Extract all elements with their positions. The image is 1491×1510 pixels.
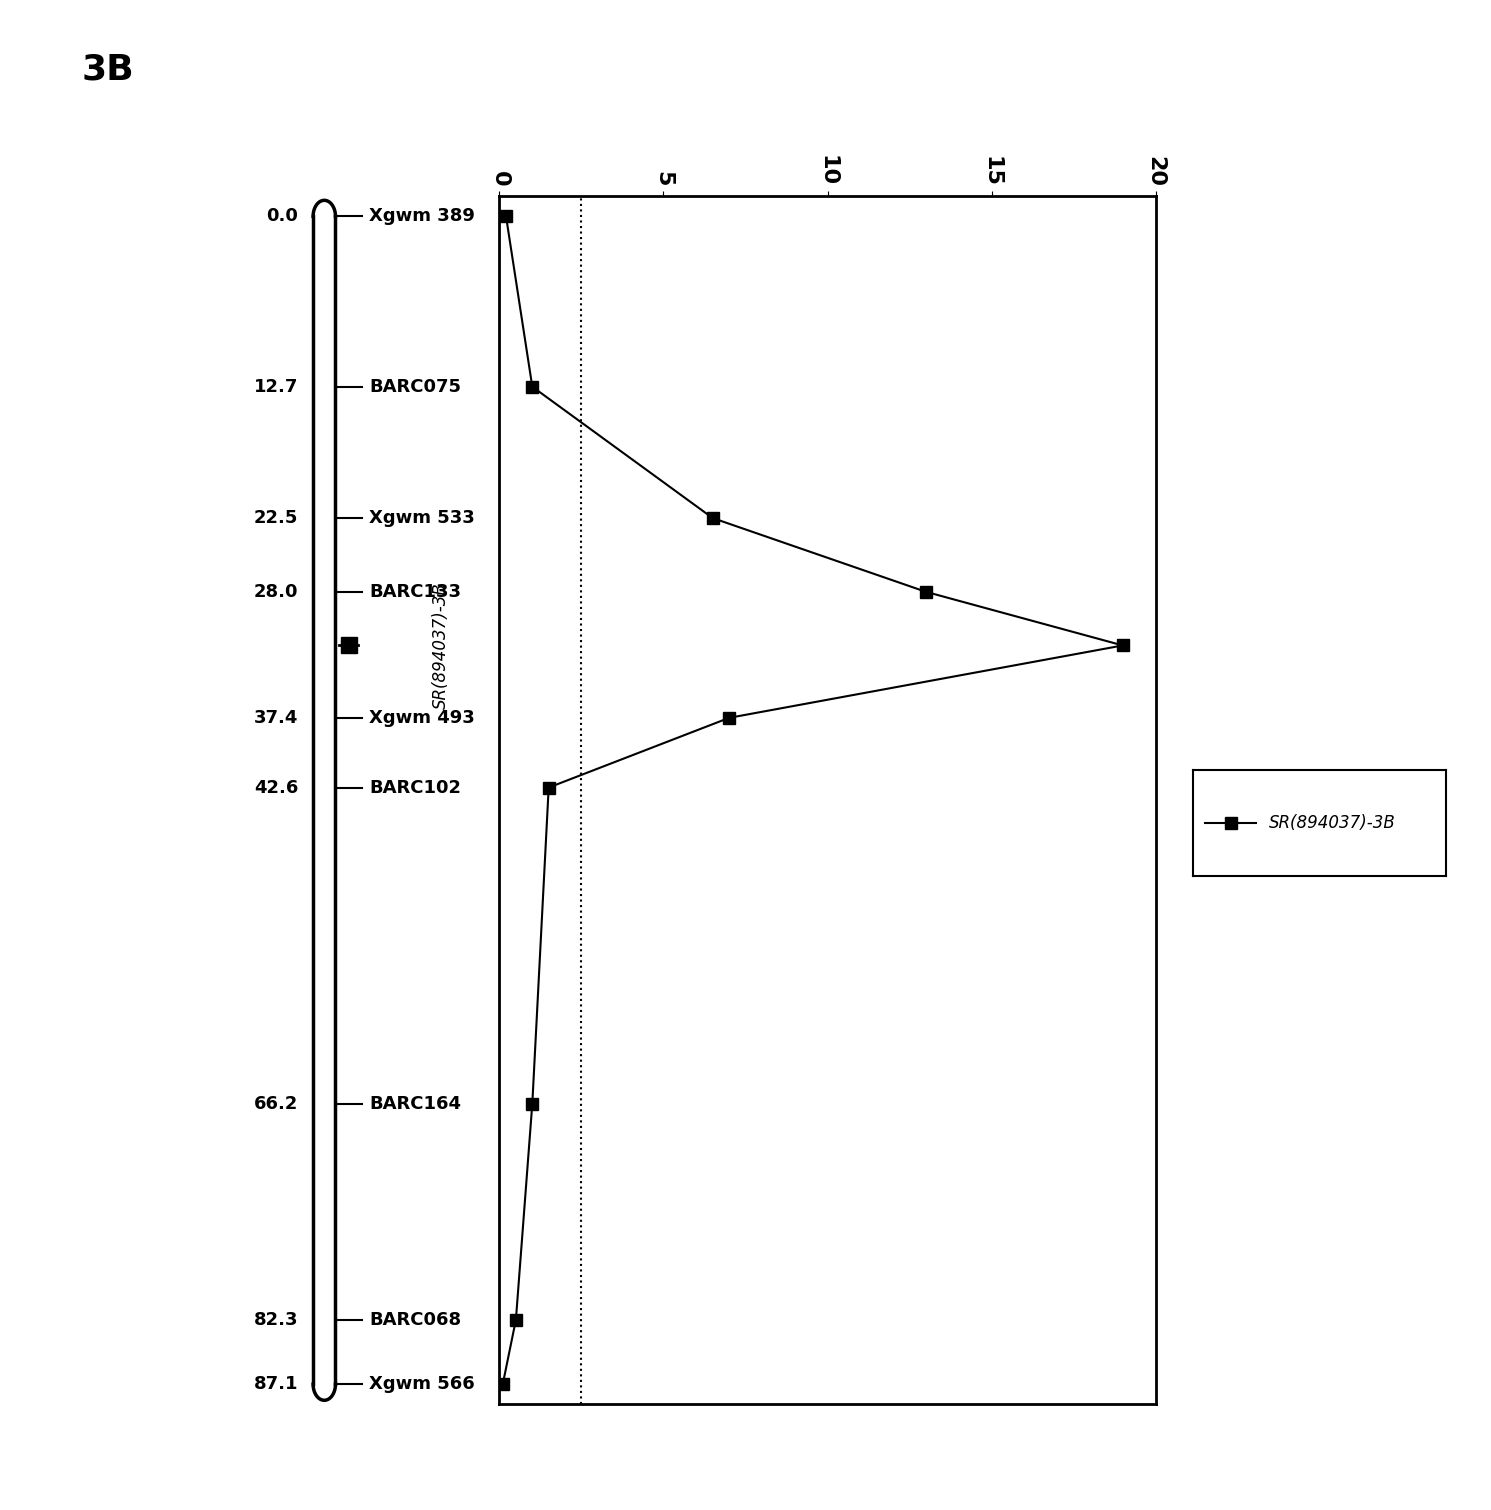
Text: 87.1: 87.1 [253,1376,298,1394]
Text: BARC102: BARC102 [370,779,461,797]
Text: Xgwm 533: Xgwm 533 [370,509,474,527]
Text: 0.0: 0.0 [267,207,298,225]
Text: SR(894037)-3B: SR(894037)-3B [1269,814,1396,832]
Text: Xgwm 389: Xgwm 389 [370,207,476,225]
Text: BARC133: BARC133 [370,583,461,601]
Text: BARC075: BARC075 [370,378,461,396]
Text: 22.5: 22.5 [253,509,298,527]
Text: 42.6: 42.6 [253,779,298,797]
Text: 37.4: 37.4 [253,708,298,726]
Text: BARC068: BARC068 [370,1311,461,1329]
Text: 82.3: 82.3 [253,1311,298,1329]
Text: 28.0: 28.0 [253,583,298,601]
Text: 12.7: 12.7 [253,378,298,396]
Text: SR(894037)-3B: SR(894037)-3B [431,581,449,708]
Text: Xgwm 493: Xgwm 493 [370,708,474,726]
Text: 66.2: 66.2 [253,1095,298,1113]
Text: BARC164: BARC164 [370,1095,461,1113]
Text: Xgwm 566: Xgwm 566 [370,1376,474,1394]
Text: 3B: 3B [82,53,134,88]
